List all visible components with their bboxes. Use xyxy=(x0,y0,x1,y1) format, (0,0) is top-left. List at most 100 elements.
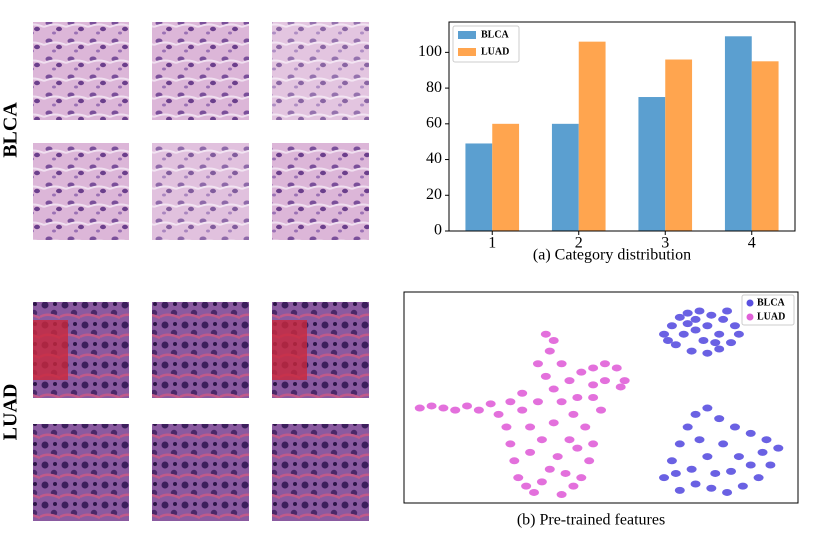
point xyxy=(556,398,567,406)
point xyxy=(729,322,740,330)
tile xyxy=(152,302,249,398)
legend-marker xyxy=(746,313,754,321)
tile xyxy=(152,22,249,120)
x-tick-label: 3 xyxy=(661,235,669,252)
point xyxy=(702,349,713,357)
point xyxy=(733,330,744,338)
point xyxy=(525,448,536,456)
point xyxy=(765,461,776,469)
point xyxy=(714,345,725,353)
x-tick-label: 1 xyxy=(488,235,496,252)
point xyxy=(729,423,740,431)
caption: (a) Category distribution xyxy=(533,247,691,264)
y-tick-label: 0 xyxy=(434,222,442,239)
point xyxy=(473,406,484,414)
point xyxy=(505,440,516,448)
point xyxy=(532,360,543,368)
point xyxy=(726,339,737,347)
point xyxy=(694,307,705,315)
point xyxy=(773,444,784,452)
point xyxy=(509,457,520,465)
point xyxy=(588,381,599,389)
tiles-luad xyxy=(33,302,369,521)
x-tick-label: 2 xyxy=(575,235,583,252)
point xyxy=(714,415,725,423)
point xyxy=(706,484,717,492)
point xyxy=(414,404,425,412)
point xyxy=(662,337,673,345)
tile xyxy=(33,424,129,521)
point xyxy=(576,474,587,482)
point xyxy=(588,364,599,372)
bar xyxy=(665,59,693,232)
bar xyxy=(492,123,520,231)
point xyxy=(761,436,772,444)
point xyxy=(564,436,575,444)
point xyxy=(718,440,729,448)
tile-blood xyxy=(33,320,68,380)
point xyxy=(540,330,551,338)
tile xyxy=(272,143,369,240)
point xyxy=(560,469,571,477)
point xyxy=(611,364,622,372)
point xyxy=(722,488,733,496)
point xyxy=(517,389,528,397)
point xyxy=(733,453,744,461)
point xyxy=(670,341,681,349)
point xyxy=(690,410,701,418)
point xyxy=(690,315,701,323)
point xyxy=(536,436,547,444)
point xyxy=(548,419,559,427)
point xyxy=(544,465,555,473)
point xyxy=(666,322,677,330)
point xyxy=(745,429,756,437)
point xyxy=(698,337,709,345)
point xyxy=(726,467,737,475)
point xyxy=(710,469,721,477)
point xyxy=(572,444,583,452)
point xyxy=(682,309,693,317)
point xyxy=(615,383,626,391)
point xyxy=(694,436,705,444)
y-tick-label: 80 xyxy=(426,79,442,96)
point xyxy=(706,311,717,319)
tile xyxy=(272,22,369,120)
bar xyxy=(751,61,779,231)
point xyxy=(686,347,697,355)
point xyxy=(757,448,768,456)
point xyxy=(513,474,524,482)
point xyxy=(682,423,693,431)
point xyxy=(556,491,567,499)
point xyxy=(753,474,764,482)
point xyxy=(599,360,610,368)
point xyxy=(552,453,563,461)
tiles-blca xyxy=(33,22,369,240)
caption: (b) Pre-trained features xyxy=(517,512,665,529)
point xyxy=(718,315,729,323)
point xyxy=(682,320,693,328)
point xyxy=(564,377,575,385)
bar xyxy=(465,143,493,231)
point xyxy=(505,398,516,406)
y-tick-label: 100 xyxy=(418,43,442,60)
legend-label: LUAD xyxy=(757,311,785,322)
point xyxy=(588,440,599,448)
tile xyxy=(33,143,129,240)
point xyxy=(580,423,591,431)
point xyxy=(674,440,685,448)
point xyxy=(584,457,595,465)
point xyxy=(666,457,677,465)
point xyxy=(501,423,512,431)
point xyxy=(710,339,721,347)
plot-frame xyxy=(403,291,799,504)
point xyxy=(485,400,496,408)
row-label: BLCA xyxy=(0,102,22,158)
point xyxy=(544,347,555,355)
point xyxy=(599,377,610,385)
x-tick-label: 4 xyxy=(748,235,756,252)
point xyxy=(525,423,536,431)
point xyxy=(737,482,748,490)
point xyxy=(548,337,559,345)
bar xyxy=(724,36,752,231)
